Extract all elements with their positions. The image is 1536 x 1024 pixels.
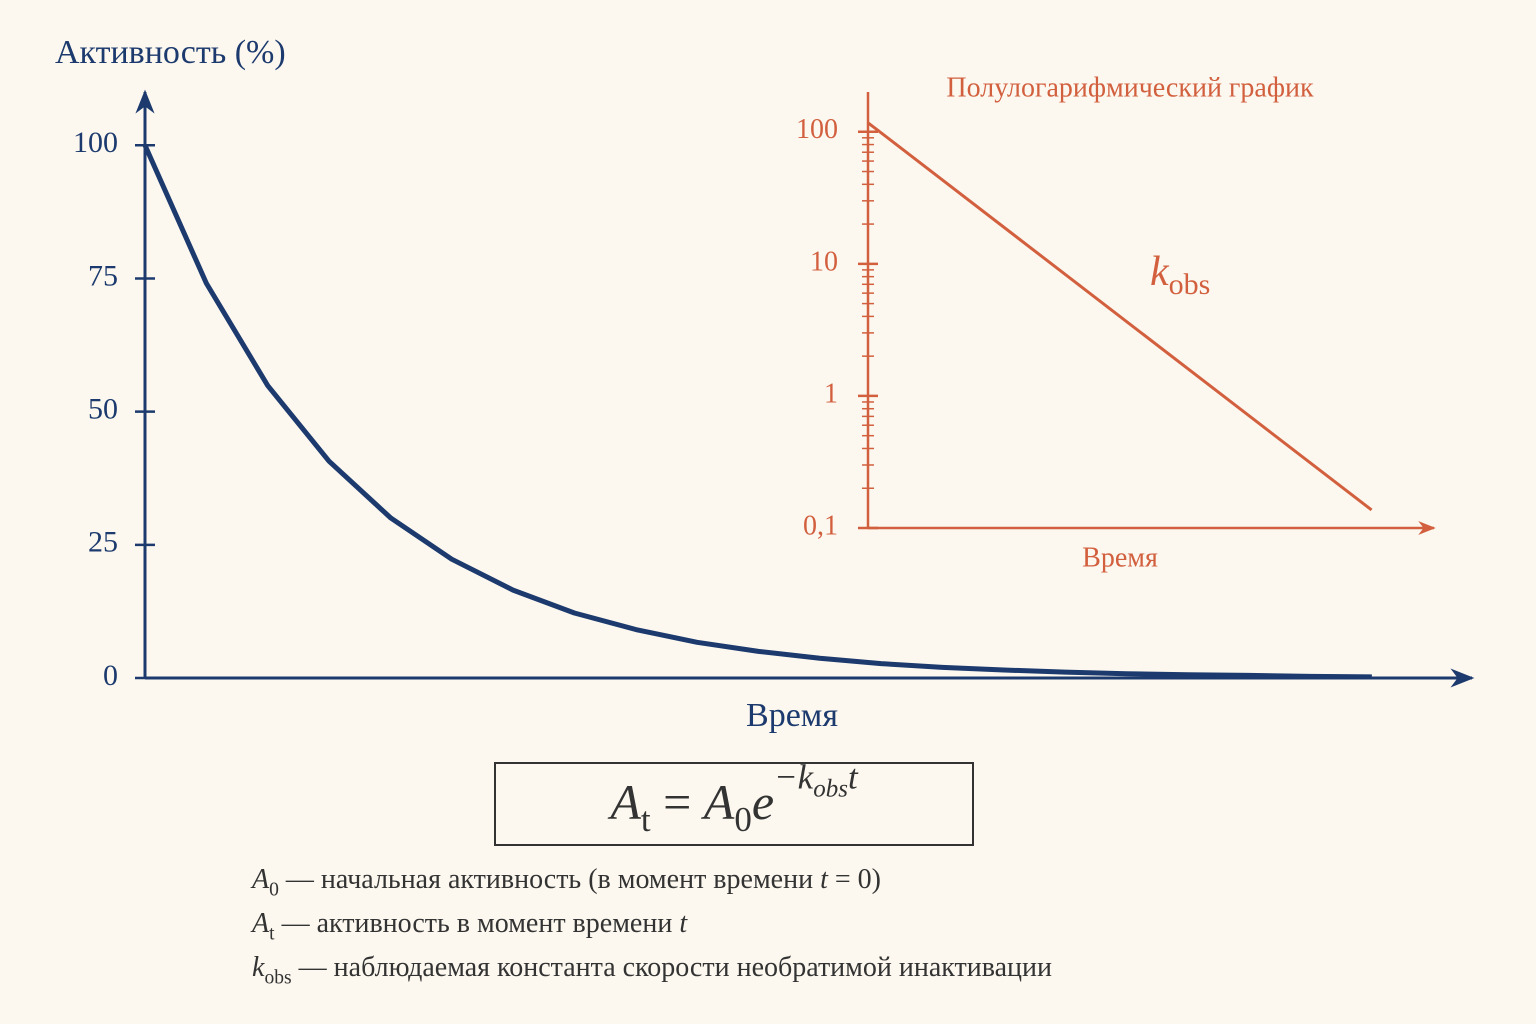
k-symbol: k <box>1150 249 1170 295</box>
formula-part: = <box>651 774 704 830</box>
formula: At = A0e−kobst <box>607 758 859 840</box>
inset-title: Полулогарифмический график <box>946 72 1314 103</box>
formula-part: 0 <box>734 800 752 839</box>
formula-part: 0 <box>269 879 279 900</box>
note: A0 — начальная активность (в момент врем… <box>250 864 881 899</box>
formula-part: A <box>701 774 735 830</box>
y-tick-label: 25 <box>88 526 118 559</box>
y-tick-label: 100 <box>73 126 118 159</box>
y-tick-label: 100 <box>796 114 838 145</box>
formula-part: e <box>752 774 774 830</box>
formula-part: t <box>269 923 275 944</box>
formula-part: A <box>250 908 270 939</box>
formula-box <box>494 762 974 846</box>
formula-part: t <box>679 908 688 939</box>
y-axis-title: Активность (%) <box>55 34 286 71</box>
formula-part: — начальная активность (в момент времени <box>279 864 820 895</box>
formula-part: −k <box>774 758 815 797</box>
formula-part: — активность в момент времени <box>275 908 680 939</box>
formula-part: A <box>250 864 270 895</box>
formula-part: A <box>607 774 641 830</box>
data-line <box>142 144 1372 680</box>
y-tick-label: 0 <box>103 659 118 692</box>
formula-part: obs <box>264 967 291 988</box>
y-tick-label: 10 <box>810 246 838 277</box>
data-line <box>867 121 1373 512</box>
note: kobs — наблюдаемая константа скорости не… <box>252 952 1052 987</box>
x-axis-title: Время <box>746 697 838 734</box>
k-obs-label: kobs <box>1150 249 1210 301</box>
formula-part: — наблюдаемая константа скорости необрат… <box>292 952 1052 983</box>
y-tick-label: 50 <box>88 393 118 426</box>
y-tick-label: 0,1 <box>803 510 838 541</box>
inset-x-title: Время <box>1082 542 1158 573</box>
y-tick-label: 1 <box>824 378 838 409</box>
formula-part: t <box>820 864 829 895</box>
formula-part: = 0) <box>828 864 881 895</box>
formula-part: obs <box>813 775 848 802</box>
formula-part: t <box>641 800 651 839</box>
y-tick-label: 75 <box>88 259 118 292</box>
note: At — активность в момент времени t <box>250 908 688 943</box>
formula-part: t <box>848 758 859 797</box>
k-subscript: obs <box>1169 268 1211 301</box>
formula-part: k <box>252 952 265 983</box>
